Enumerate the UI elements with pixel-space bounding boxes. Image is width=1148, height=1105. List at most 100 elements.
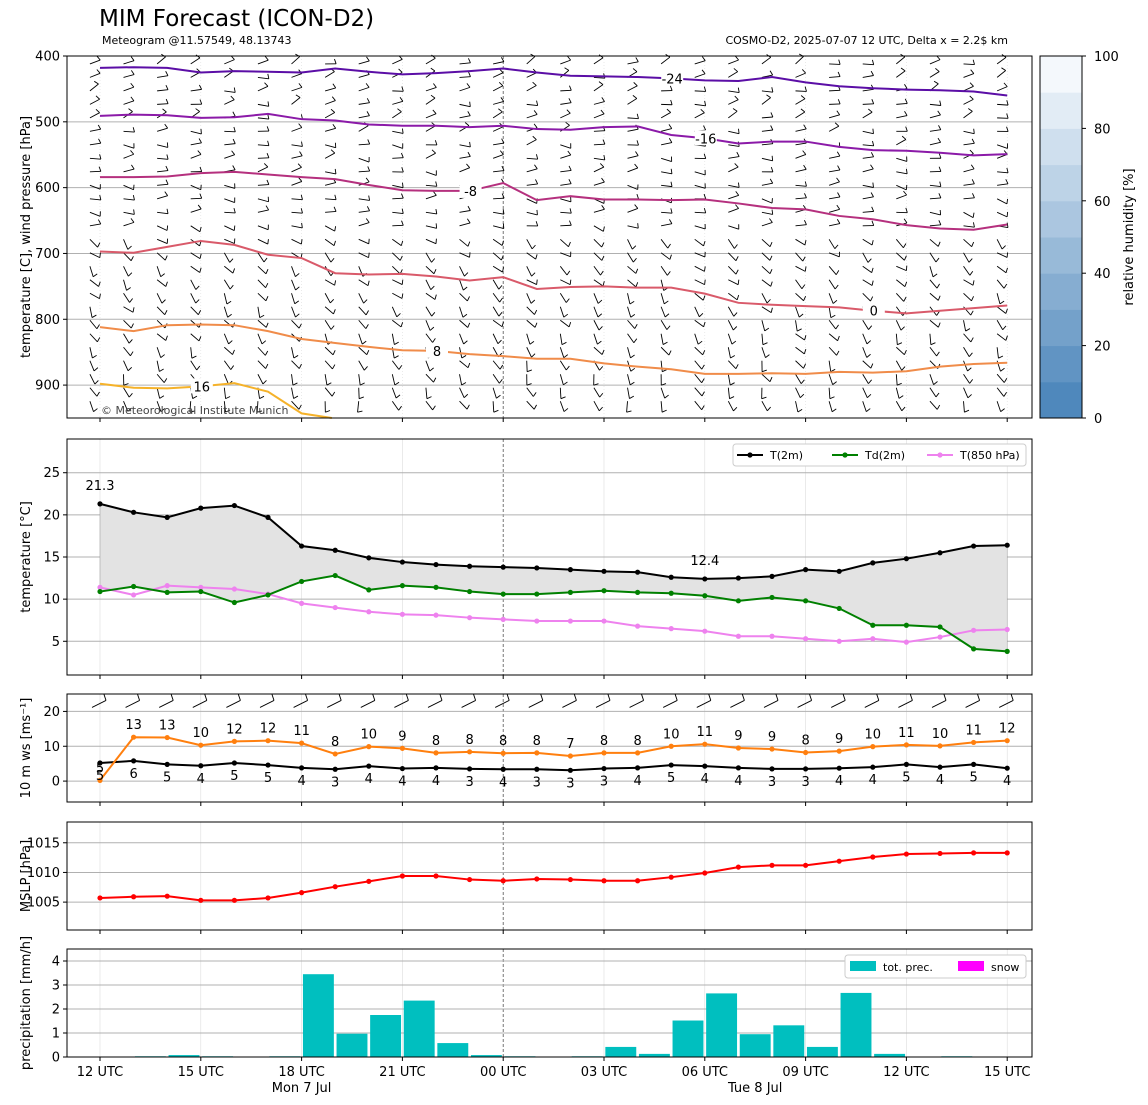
wind-barb xyxy=(291,387,295,399)
legend-swatch xyxy=(850,961,876,971)
wind-barb-flag xyxy=(732,108,738,112)
wind-barb xyxy=(929,292,939,301)
wind-barb xyxy=(391,374,396,386)
wind-barb-flag xyxy=(197,204,202,210)
wind-barb-flag xyxy=(871,280,874,286)
wind-barb xyxy=(895,333,898,345)
x-tick-label: 06 UTC xyxy=(682,1065,728,1080)
wind-barb xyxy=(560,102,572,105)
wind-barb-flag xyxy=(534,322,538,328)
gust-label: 7 xyxy=(566,737,574,752)
mslp-line-marker xyxy=(399,873,405,879)
mean-wind-line-marker xyxy=(534,766,540,772)
mean-wind-label: 4 xyxy=(734,774,742,789)
mslp-line-marker xyxy=(601,878,607,884)
wind-barb xyxy=(89,333,98,343)
wind-barb xyxy=(593,346,603,355)
wind-barb xyxy=(123,100,135,105)
wind-barb xyxy=(394,700,409,708)
wind-barb xyxy=(828,252,840,258)
gust-line-marker xyxy=(803,749,809,756)
wind-barb-flag xyxy=(568,179,572,184)
wind-barb xyxy=(123,144,135,149)
wind-barb xyxy=(627,252,634,263)
wind-barb xyxy=(862,387,868,398)
wind-barb xyxy=(459,252,470,258)
wind-barb xyxy=(593,252,603,261)
wind-barb-flag xyxy=(598,406,603,412)
wind-barb xyxy=(997,171,1009,174)
gust-label: 5 xyxy=(96,761,104,776)
series-line-2-marker xyxy=(399,611,405,617)
y-tick-label: 0 xyxy=(52,775,60,790)
wind-barb xyxy=(223,279,231,290)
wind-barb-flag xyxy=(432,405,436,411)
wind-barb-flag xyxy=(97,219,102,225)
wind-barb xyxy=(324,346,334,356)
wind-barb xyxy=(257,279,266,288)
wind-barb-flag xyxy=(634,324,638,329)
wind-barb-flag xyxy=(835,324,839,330)
wind-barb-flag xyxy=(501,138,505,144)
wind-barb xyxy=(257,374,264,385)
gust-label: 10 xyxy=(193,726,210,741)
wind-barb xyxy=(459,86,471,92)
wind-barb-flag xyxy=(232,165,236,171)
wind-barb xyxy=(459,374,463,386)
wind-barb-flag xyxy=(265,296,269,301)
wind-barb-flag xyxy=(998,355,1004,359)
series-line-2-marker xyxy=(601,618,607,624)
wind-barb-flag xyxy=(601,177,605,183)
mean-wind-line-marker xyxy=(567,767,574,773)
wind-barb-flag xyxy=(704,266,706,272)
wind-barb xyxy=(795,265,806,272)
mslp-line-marker xyxy=(735,864,742,870)
wind-barb-flag xyxy=(970,69,975,74)
wind-barb xyxy=(593,279,604,287)
wind-barb xyxy=(89,292,100,300)
wind-barb xyxy=(226,700,241,708)
wind-barb xyxy=(259,700,275,708)
copyright-text: © Meteorological Institute Munich xyxy=(101,404,288,417)
wind-barb xyxy=(526,239,533,250)
wind-barb-flag xyxy=(366,111,370,116)
wind-barb-flag xyxy=(301,222,303,228)
wind-barb xyxy=(996,252,1008,258)
wind-barb-flag xyxy=(366,56,370,62)
wind-barb xyxy=(291,155,303,159)
wind-barb-flag xyxy=(230,95,235,101)
series-line-1-marker xyxy=(399,583,405,589)
wind-barb xyxy=(324,225,335,232)
wind-barb-flag xyxy=(769,376,773,382)
wind-barb xyxy=(728,225,739,230)
series-line-0-marker xyxy=(735,575,742,581)
wind-barb xyxy=(123,401,129,412)
wind-barb-flag xyxy=(295,94,301,98)
series-line-2-marker xyxy=(1004,626,1010,633)
y-tick-label: 25 xyxy=(43,466,60,481)
series-line-0-marker xyxy=(601,568,607,574)
wind-barb-flag xyxy=(602,281,605,287)
wind-barb-flag xyxy=(834,284,839,290)
wind-barb-flag xyxy=(635,282,639,288)
wind-barb xyxy=(929,184,941,187)
gust-label: 10 xyxy=(865,728,882,743)
gust-line-marker xyxy=(500,750,506,756)
y-tick-label: 20 xyxy=(43,705,60,720)
wind-barb-flag xyxy=(123,383,129,386)
series-line-0-marker xyxy=(937,550,943,556)
wind-barb-flag xyxy=(1005,267,1008,273)
wind-barb-flag xyxy=(771,209,774,215)
series-line-2-marker xyxy=(769,633,775,639)
gust-label: 12 xyxy=(260,722,277,737)
mslp-line-marker xyxy=(231,897,237,903)
x-tick-label: 12 UTC xyxy=(883,1065,929,1080)
wind-barb xyxy=(190,306,199,315)
wind-barb-flag xyxy=(703,240,706,247)
wind-barb xyxy=(391,360,400,370)
wind-barb xyxy=(224,225,235,231)
wind-barb xyxy=(593,101,605,105)
wind-barb-flag xyxy=(540,694,544,701)
isotherm-label: 8 xyxy=(433,345,441,360)
wind-barb xyxy=(560,89,572,92)
